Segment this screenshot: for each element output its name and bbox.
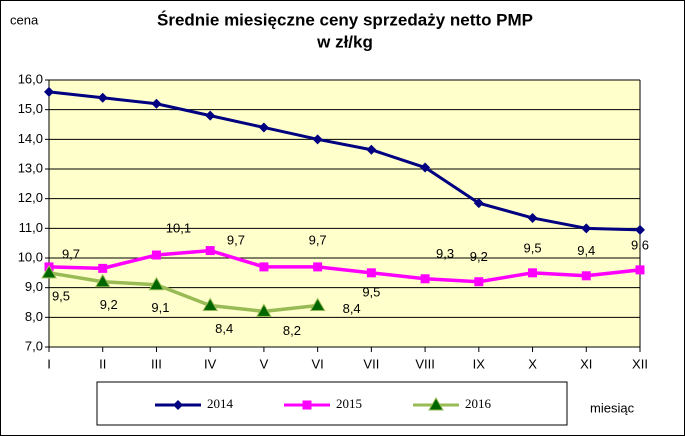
x-tick-label: V bbox=[260, 356, 269, 371]
point bbox=[474, 277, 484, 287]
x-tick-label: VII bbox=[363, 356, 379, 371]
data-label: 9,5 bbox=[524, 240, 542, 255]
y-tick-label: 10,0 bbox=[18, 249, 43, 264]
point bbox=[148, 276, 165, 291]
point bbox=[205, 110, 216, 121]
series-line bbox=[48, 271, 318, 314]
point bbox=[97, 92, 108, 103]
point bbox=[259, 262, 269, 272]
x-tick-label: XI bbox=[580, 356, 592, 371]
legend-marker bbox=[173, 400, 183, 410]
data-label: 8,4 bbox=[215, 321, 233, 336]
data-label: 8,4 bbox=[343, 301, 361, 316]
point bbox=[528, 268, 538, 278]
x-axis-label: miesiąc bbox=[590, 400, 635, 415]
data-label: 9,4 bbox=[577, 243, 595, 258]
point bbox=[581, 223, 592, 234]
x-tick-label: IV bbox=[204, 356, 217, 371]
data-label: 9,5 bbox=[52, 288, 70, 303]
legend-label: 2015 bbox=[336, 396, 362, 411]
point bbox=[309, 297, 326, 311]
point bbox=[366, 268, 376, 278]
legend-label: 2016 bbox=[465, 396, 492, 411]
chart-title: Średnie miesięczne ceny sprzedaży netto … bbox=[157, 10, 533, 29]
data-label: 9,7 bbox=[227, 232, 245, 247]
data-label: 9,7 bbox=[309, 232, 327, 247]
y-tick-label: 7,0 bbox=[25, 338, 43, 353]
point bbox=[635, 265, 645, 275]
x-tick-label: XII bbox=[632, 356, 648, 371]
data-label: 9,2 bbox=[100, 297, 118, 312]
point bbox=[420, 274, 430, 284]
x-tick-label: IX bbox=[473, 356, 486, 371]
point bbox=[202, 297, 219, 311]
y-tick-label: 15,0 bbox=[18, 101, 43, 116]
y-axis-label: cena bbox=[10, 12, 39, 27]
point bbox=[420, 162, 431, 173]
point bbox=[94, 273, 111, 288]
point bbox=[313, 262, 323, 272]
y-tick-label: 8,0 bbox=[25, 309, 43, 324]
point bbox=[527, 212, 538, 223]
point bbox=[473, 198, 484, 209]
y-tick-label: 12,0 bbox=[18, 190, 43, 205]
data-label: 9,6 bbox=[631, 237, 649, 252]
point bbox=[44, 86, 54, 97]
point bbox=[366, 144, 377, 155]
x-tick-label: VI bbox=[311, 356, 323, 371]
chart-subtitle: w zł/kg bbox=[316, 32, 373, 51]
data-label: 9,2 bbox=[470, 249, 488, 264]
point bbox=[98, 263, 108, 273]
legend-marker bbox=[302, 400, 312, 410]
point bbox=[151, 98, 162, 109]
x-tick-label: II bbox=[99, 356, 106, 371]
legend-marker bbox=[428, 397, 444, 411]
series-line bbox=[48, 248, 641, 284]
data-label: 10,1 bbox=[166, 220, 191, 235]
x-tick-label: III bbox=[151, 356, 162, 371]
point bbox=[205, 246, 215, 256]
x-tick-label: I bbox=[47, 356, 51, 371]
y-tick-label: 9,0 bbox=[25, 279, 43, 294]
data-label: 8,2 bbox=[283, 323, 301, 338]
legend-label: 2014 bbox=[207, 396, 234, 411]
series-line bbox=[48, 90, 641, 232]
data-label: 9,7 bbox=[62, 246, 80, 261]
point bbox=[312, 134, 323, 145]
y-tick-label: 11,0 bbox=[19, 220, 43, 235]
y-tick-label: 16,0 bbox=[18, 71, 43, 86]
point bbox=[41, 264, 57, 279]
plot-area bbox=[49, 80, 640, 347]
point bbox=[256, 303, 272, 317]
data-label: 9,5 bbox=[362, 284, 380, 299]
x-tick-label: X bbox=[528, 356, 537, 371]
data-label: 9,3 bbox=[436, 246, 454, 261]
y-tick-label: 14,0 bbox=[18, 131, 43, 146]
data-label: 9,1 bbox=[151, 300, 169, 315]
x-tick-label: VIII bbox=[415, 356, 435, 371]
point bbox=[151, 250, 161, 260]
y-tick-label: 13,0 bbox=[18, 160, 43, 175]
point bbox=[581, 271, 591, 281]
point bbox=[635, 224, 645, 235]
point bbox=[258, 122, 269, 133]
